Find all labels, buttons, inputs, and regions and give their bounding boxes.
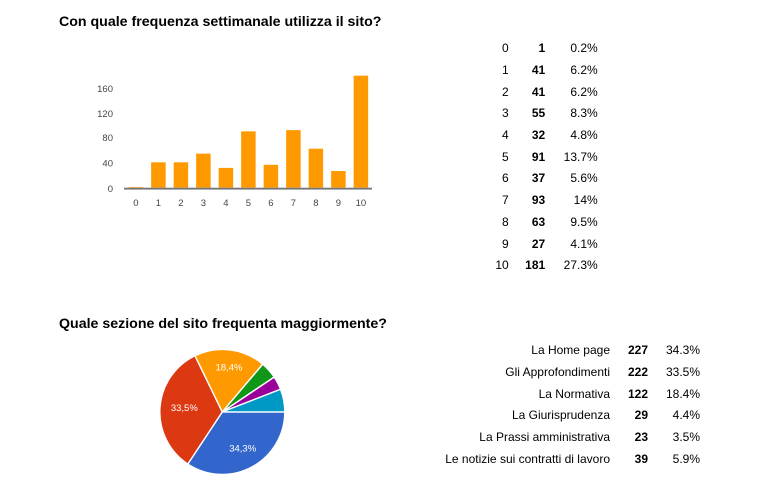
svg-text:9: 9 bbox=[336, 198, 341, 209]
svg-text:0: 0 bbox=[108, 184, 113, 195]
svg-text:34,3%: 34,3% bbox=[229, 444, 256, 455]
svg-text:33,5%: 33,5% bbox=[171, 403, 198, 414]
svg-text:160: 160 bbox=[97, 84, 113, 95]
svg-text:8: 8 bbox=[313, 198, 318, 209]
svg-text:2: 2 bbox=[178, 198, 183, 209]
svg-text:1: 1 bbox=[156, 198, 161, 209]
svg-text:6: 6 bbox=[268, 198, 273, 209]
svg-text:4: 4 bbox=[223, 198, 228, 209]
svg-text:18,4%: 18,4% bbox=[216, 363, 243, 374]
svg-text:5: 5 bbox=[246, 198, 251, 209]
svg-text:40: 40 bbox=[102, 158, 113, 169]
svg-text:10: 10 bbox=[356, 198, 367, 209]
svg-text:7: 7 bbox=[291, 198, 296, 209]
svg-text:3: 3 bbox=[201, 198, 206, 209]
svg-text:0: 0 bbox=[133, 198, 138, 209]
svg-text:120: 120 bbox=[97, 109, 113, 120]
svg-text:80: 80 bbox=[102, 133, 113, 144]
